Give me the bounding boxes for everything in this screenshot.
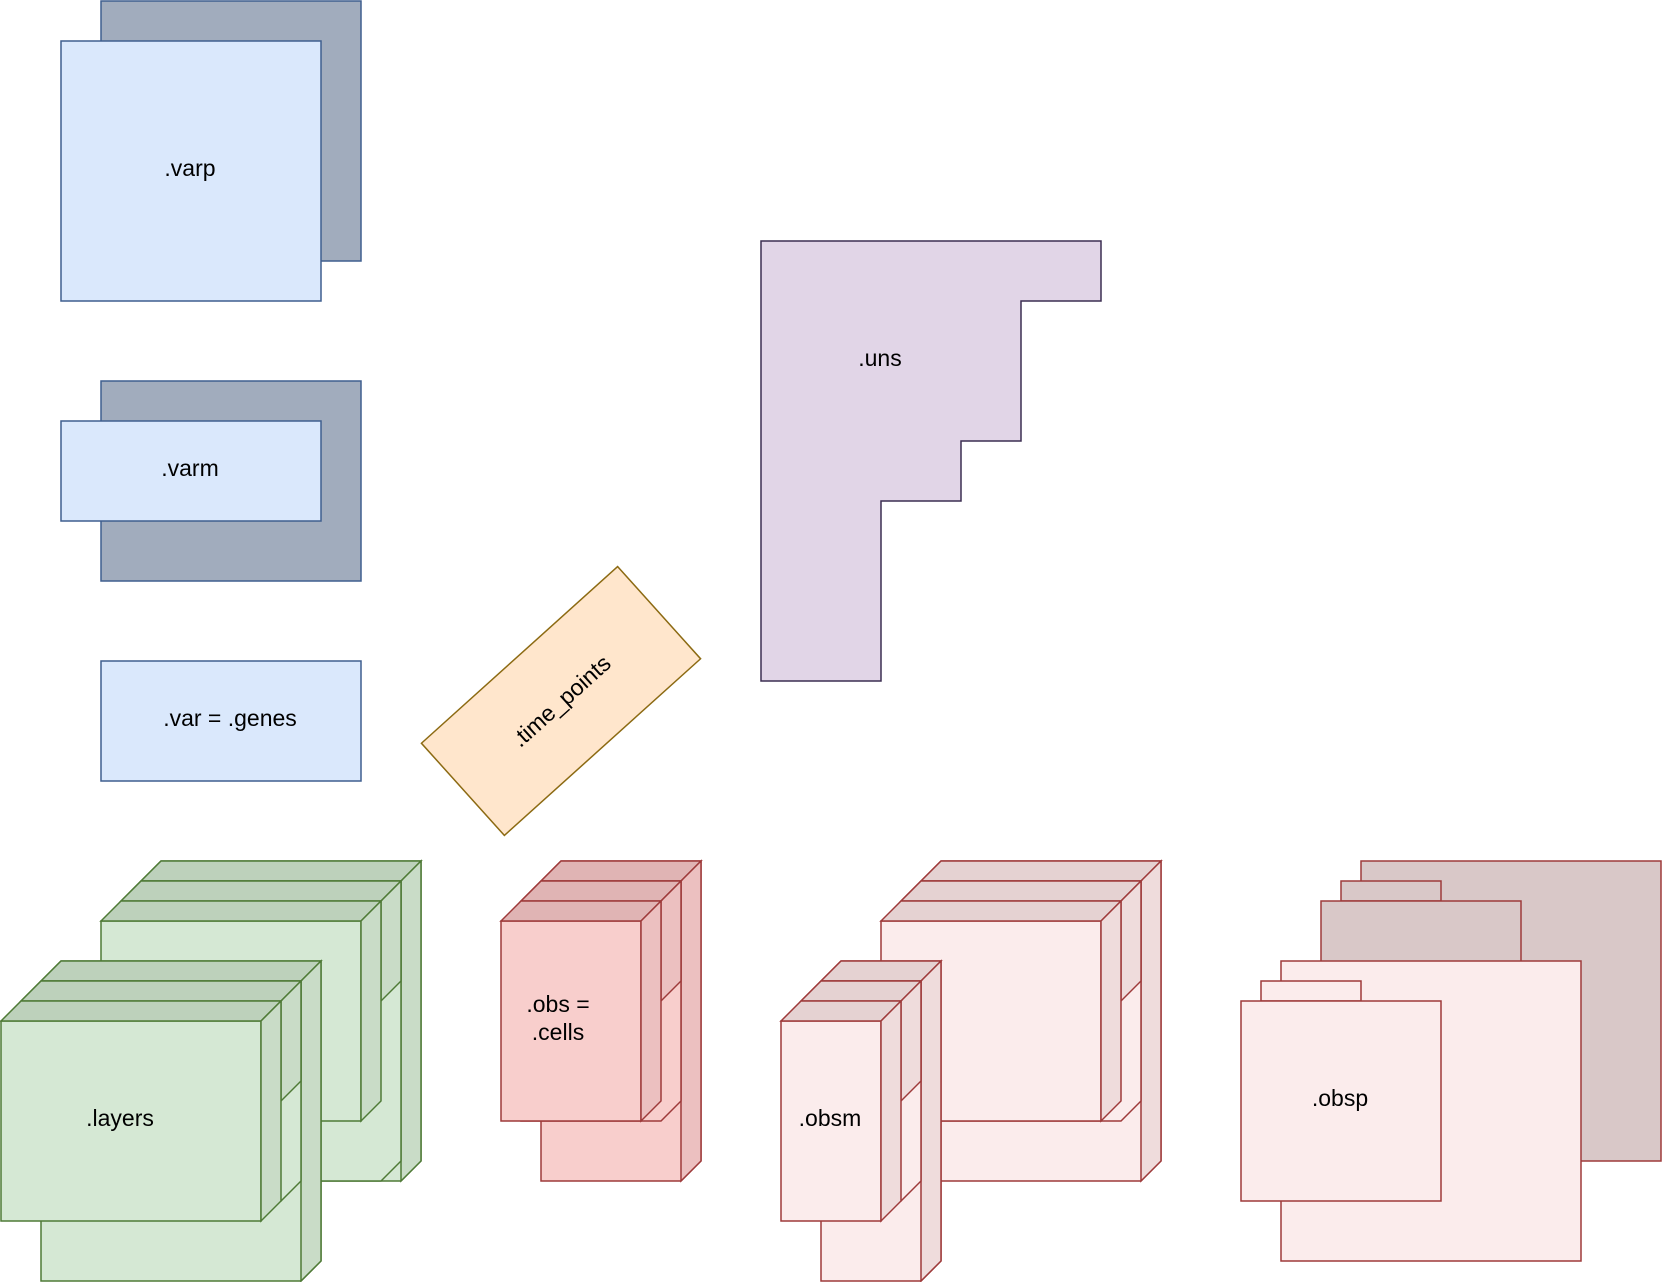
obsm-front-stack: [779, 959, 943, 1282]
obsp-front-tab-small: [1260, 980, 1362, 1002]
layers-label: .layers: [86, 1105, 154, 1131]
uns-label: .uns: [858, 345, 901, 371]
obsp-front-square: [1240, 1000, 1442, 1202]
obs-group: .obs = .cells: [499, 859, 703, 1183]
varm-front-rect: [60, 420, 322, 522]
var-rect: [100, 660, 362, 782]
time-points-group: .time_points: [420, 565, 702, 837]
varp-label: .varp: [164, 155, 215, 181]
uns-staircase-shape: [760, 240, 1102, 682]
varp-front-square: [60, 40, 322, 302]
obs-label-line1: .obs =: [526, 991, 589, 1017]
obs-label-line2: .cells: [532, 1019, 584, 1045]
layers-group: .layers: [0, 859, 423, 1282]
var-group: .var = .genes: [100, 660, 362, 782]
time-points-rect: [420, 565, 702, 837]
obs-box-1: [499, 899, 663, 1123]
obsp-label: .obsp: [1312, 1085, 1368, 1111]
varp-group: .varp: [60, 0, 362, 302]
varm-group: .varm: [60, 380, 362, 582]
obsm-front-box-1: [779, 999, 903, 1223]
obsp-back-tab-small: [1340, 880, 1442, 902]
obsm-label: .obsm: [799, 1105, 862, 1131]
var-label: .var = .genes: [163, 705, 297, 731]
obsm-group: .obsm: [779, 859, 1163, 1282]
varm-label: .varm: [161, 455, 219, 481]
obsp-group: .obsp: [1240, 860, 1662, 1262]
uns-group: .uns: [760, 240, 1102, 682]
layers-front-stack: [0, 959, 323, 1282]
layers-front-box-1: [0, 999, 283, 1223]
